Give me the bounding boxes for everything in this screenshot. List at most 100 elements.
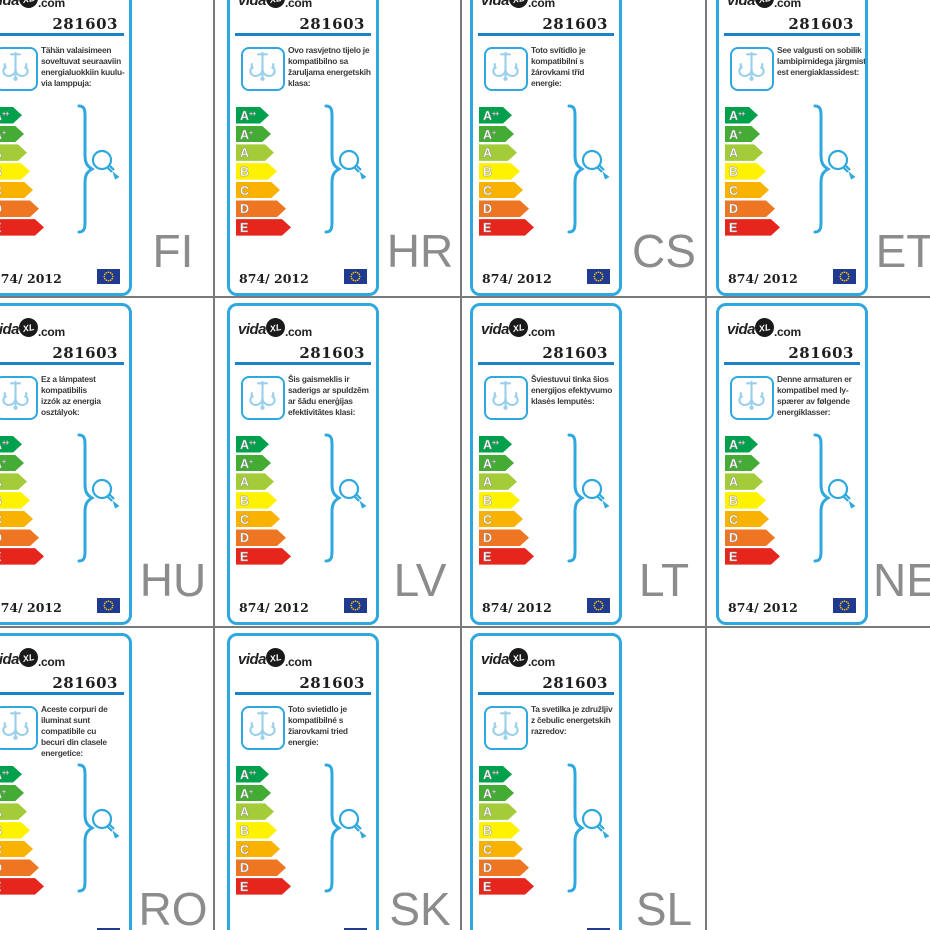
grid-column-divider — [213, 0, 215, 930]
brand-xl-mark: XL — [507, 0, 530, 10]
eu-flag-icon — [97, 928, 120, 930]
energy-class-letter: E — [483, 550, 492, 565]
chandelier-icon — [0, 47, 38, 91]
eu-flag-icon — [97, 269, 120, 284]
chandelier-icon — [730, 376, 774, 420]
energy-arrow-a: A — [0, 473, 27, 490]
energy-arrow-e: E — [0, 548, 44, 565]
energy-class-letter: A++ — [729, 438, 745, 452]
brand-prefix: vida — [238, 0, 267, 9]
energy-arrow-e: E — [725, 548, 780, 565]
bulb-icon — [581, 149, 610, 180]
chandelier-icon — [0, 376, 38, 420]
brand-prefix: vida — [0, 650, 20, 668]
energy-class-letter: C — [729, 183, 739, 198]
energy-arrow-b: B — [479, 822, 520, 839]
eu-flag-icon — [587, 269, 610, 284]
brace-icon — [813, 433, 831, 563]
vidaxl-logo: vida XL .com — [0, 645, 65, 670]
energy-class-letter: E — [483, 880, 492, 895]
energy-label-card-ro: vida XL .com 281603 Aceste corpuri de il… — [0, 633, 132, 930]
energy-class-letter: A++ — [2, 111, 9, 118]
language-code-hu: HU — [139, 554, 207, 606]
energy-arrow-a++: A++ — [0, 107, 22, 124]
product-number: 281603 — [542, 15, 608, 33]
header-rule — [478, 692, 614, 695]
vidaxl-logo: vida XL .com — [238, 315, 312, 340]
energy-class-letter: E — [483, 221, 492, 236]
energy-arrow-d: D — [479, 859, 529, 876]
brand-xl-mark: XL — [753, 0, 776, 10]
header-rule — [724, 362, 860, 365]
energy-class-letter: D — [240, 531, 250, 546]
card-description: Toto svietidlo je kompatibilné s žiarovk… — [288, 704, 348, 748]
energy-arrow-a: A — [479, 473, 517, 490]
energy-arrow-e: E — [236, 548, 291, 565]
brand-suffix: .com — [528, 655, 555, 669]
grid-row-divider — [0, 296, 930, 298]
energy-label-card-sl: vida XL .com 281603 Ta svetilka je združ… — [470, 633, 622, 930]
chandelier-icon — [730, 47, 774, 91]
brace-icon — [567, 104, 585, 234]
energy-arrow-d: D — [236, 859, 286, 876]
energy-class-letter: C — [483, 842, 493, 857]
energy-arrow-d: D — [0, 200, 39, 217]
energy-arrow-a+: A+ — [0, 455, 24, 472]
card-description: Tähän valaisimeen soveltuvat seuraaviin … — [41, 45, 125, 89]
energy-arrow-d: D — [479, 529, 529, 546]
energy-arrow-a++: A++ — [0, 766, 22, 783]
grid-column-divider — [705, 0, 707, 930]
bulb-icon — [338, 478, 367, 509]
brand-suffix: .com — [528, 325, 555, 339]
energy-arrow-a+: A+ — [479, 785, 514, 802]
energy-class-letter: E — [240, 880, 249, 895]
chandelier-icon — [241, 376, 285, 420]
energy-arrow-d: D — [236, 200, 286, 217]
header-rule — [0, 33, 124, 36]
energy-arrow-e: E — [0, 878, 44, 895]
brace-icon — [324, 433, 342, 563]
energy-arrow-c: C — [725, 182, 769, 199]
card-description: Ovo rasvjetno tijelo je kompatibilno sa … — [288, 45, 371, 89]
energy-class-letter: D — [483, 202, 493, 217]
energy-class-letter: A++ — [240, 768, 256, 782]
vidaxl-logo: vida XL .com — [481, 645, 555, 670]
energy-arrow-b: B — [479, 163, 520, 180]
brand-xl-mark: XL — [753, 315, 776, 339]
vidaxl-logo: vida XL .com — [238, 645, 312, 670]
bulb-icon — [91, 149, 120, 180]
chandelier-icon — [484, 376, 528, 420]
energy-class-letter: A — [483, 475, 493, 490]
energy-arrow-b: B — [0, 163, 30, 180]
energy-class-letter: A++ — [729, 109, 745, 123]
energy-class-letter: A+ — [2, 129, 6, 137]
header-rule — [478, 33, 614, 36]
energy-class-letter: A+ — [240, 786, 253, 801]
regulation-number: 874/ 2012 — [482, 600, 552, 615]
energy-arrow-a: A — [0, 144, 27, 161]
brand-xl-mark: XL — [264, 645, 287, 669]
energy-arrow-d: D — [236, 529, 286, 546]
energy-class-letter: A — [729, 146, 739, 161]
card-description: Šviestuvui tinka šios energijos efektyvu… — [531, 374, 613, 407]
energy-class-letter: E — [0, 880, 1, 894]
energy-class-letter: A+ — [483, 127, 496, 142]
energy-class-letter: E — [729, 221, 738, 236]
energy-arrow-b: B — [0, 822, 30, 839]
energy-arrow-a++: A++ — [0, 436, 22, 453]
energy-class-letter: A++ — [483, 438, 499, 452]
energy-class-letter: D — [0, 531, 2, 545]
energy-arrow-a+: A+ — [236, 785, 271, 802]
energy-arrow-c: C — [236, 182, 280, 199]
chandelier-icon — [0, 706, 38, 750]
energy-class-letter: A++ — [2, 770, 9, 777]
energy-arrow-e: E — [479, 878, 534, 895]
product-number: 281603 — [299, 674, 365, 692]
language-code-et: ET — [875, 225, 930, 277]
card-description: Aceste corpuri de iluminat sunt compatib… — [41, 704, 108, 759]
bulb-icon — [338, 149, 367, 180]
chandelier-icon — [241, 706, 285, 750]
energy-class-letter: A — [483, 805, 493, 820]
regulation-number: 874/ 2012 — [0, 600, 62, 615]
